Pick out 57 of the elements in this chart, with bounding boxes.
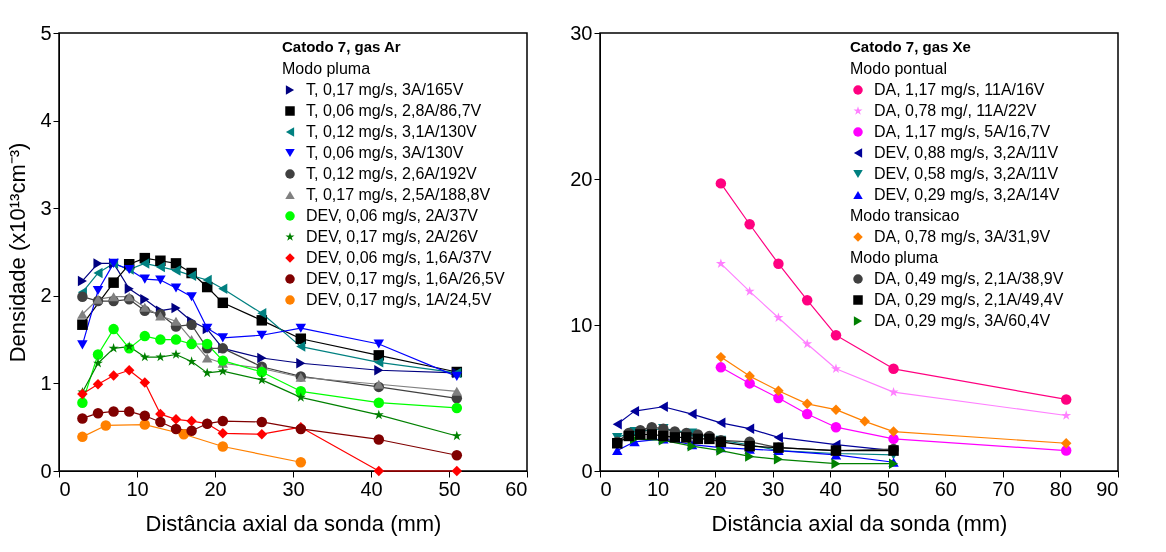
legend-label: DEV, 0,17 mg/s, 2A/26V (306, 228, 479, 245)
legend-label: DA, 1,17 mg/s, 11A/16V (874, 81, 1045, 98)
legend-label: DEV, 0,17 mg/s, 1A/24,5V (306, 291, 492, 308)
x-tick-label: 20 (704, 477, 727, 500)
legend-label: T, 0,17 mg/s, 2,5A/188,8V (306, 186, 491, 203)
x-tick-label: 20 (204, 477, 227, 500)
y-tick-label: 0 (581, 459, 593, 482)
x-tick-label: 80 (1049, 477, 1073, 500)
y-tick-label: 0 (40, 459, 52, 482)
legend-label: T, 0,17 mg/s, 3A/165V (306, 81, 464, 98)
annotation: Modo pluma (850, 249, 939, 266)
x-tick-label: 30 (282, 477, 305, 500)
x-tick-label: 70 (992, 477, 1015, 500)
annotation: Modo transicao (850, 207, 960, 224)
legend-label: DA, 0,49 mg/s, 2,1A/38,9V (874, 270, 1064, 287)
x-tick-label: 40 (819, 477, 842, 500)
legend-label: DEV, 0,06 mg/s, 2A/37V (306, 207, 479, 224)
x-tick-label: 0 (600, 477, 612, 500)
x-tick-label: 0 (59, 477, 71, 500)
legend-label: DA, 0,78 mg/s, 3A/31,9V (874, 228, 1051, 245)
legend-title: Catodo 7, gas Ar (282, 38, 401, 55)
legend-label: T, 0,06 mg/s, 2,8A/86,7V (306, 102, 482, 119)
y-tick-label: 5 (40, 21, 52, 44)
legend-label: DA, 0,78 mg/, 11A/22V (874, 102, 1037, 119)
y-tick-label: 2 (40, 284, 52, 307)
y-axis-title: Densidade (x10¹³cm⁻³) (5, 142, 31, 363)
legend-label: DEV, 0,06 mg/s, 1,6A/37V (306, 249, 492, 266)
legend-label: T, 0,06 mg/s, 3A/130V (306, 144, 464, 161)
x-tick-label: 40 (360, 477, 383, 500)
x-tick-label: 50 (438, 477, 461, 500)
legend-label: T, 0,12 mg/s, 3,1A/130V (306, 123, 478, 140)
x-tick-label: 10 (646, 477, 670, 500)
legend-label: DA, 0,29 mg/s, 2,1A/49,4V (874, 291, 1064, 308)
legend-label: DEV, 0,29 mg/s, 3,2A/14V (874, 186, 1060, 203)
legend-label: DA, 1,17 mg/s, 5A/16,7V (874, 123, 1051, 140)
legend-title: Catodo 7, gas Xe (850, 38, 971, 55)
x-tick-label: 30 (762, 477, 785, 500)
x-axis-title: Distância axial da sonda (mm) (145, 510, 442, 536)
y-tick-label: 3 (40, 196, 52, 219)
legend-label: T, 0,12 mg/s, 2,6A/192V (306, 165, 478, 182)
y-tick-label: 1 (40, 371, 52, 394)
x-tick-label: 50 (877, 477, 900, 500)
legend-label: DEV, 0,88 mg/s, 3,2A/11V (874, 144, 1059, 161)
legend-label: DEV, 0,58 mg/s, 3,2A/11V (874, 165, 1059, 182)
annotation: Modo pontual (850, 60, 947, 77)
y-tick-label: 4 (40, 109, 52, 132)
x-tick-label: 10 (126, 477, 149, 500)
y-tick-label: 20 (570, 167, 593, 190)
legend-label: DEV, 0,17 mg/s, 1,6A/26,5V (306, 270, 505, 287)
y-tick-label: 30 (570, 21, 593, 44)
y-tick-label: 10 (570, 313, 593, 336)
legend-label: DA, 0,29 mg/s, 3A/60,4V (874, 312, 1051, 329)
x-tick-label: 90 (1096, 477, 1119, 500)
x-tick-label: 60 (505, 477, 528, 500)
x-axis-title: Distância axial da sonda (mm) (711, 510, 1008, 536)
x-tick-label: 60 (934, 477, 957, 500)
annotation: Modo pluma (282, 60, 371, 77)
